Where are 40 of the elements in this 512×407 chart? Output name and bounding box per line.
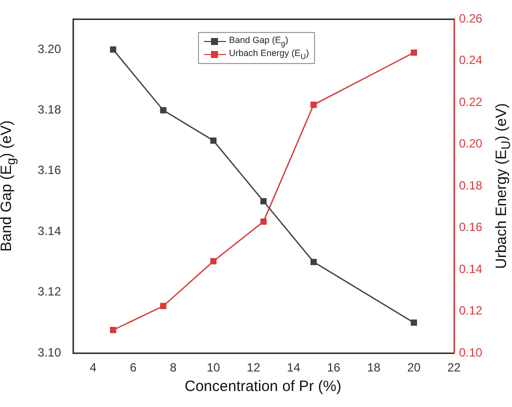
legend-label: Band Gap (E$_{g}$) [229,35,288,48]
y2-tick-label: 0.10 [459,345,483,360]
x-tick-label: 14 [286,360,301,375]
point [260,198,267,204]
point [260,218,267,225]
y2-tick-label: 0.14 [459,262,483,276]
x-tick-label: 8 [170,360,177,375]
point [110,326,116,334]
y2-tick-label: 0.26 [459,12,483,26]
y-tick-label: 3.14 [38,224,62,238]
y-tick-label: 3.18 [38,102,62,117]
y-tick-label: 3.20 [38,42,62,56]
point [210,258,216,264]
x-tick-label: 22 [447,360,461,375]
x-tick-label: 4 [90,360,97,375]
x-tick-label: 10 [206,360,220,375]
point [160,107,166,114]
y2-tick-label: 0.12 [459,304,483,318]
y2-tick-label: 0.24 [459,53,483,68]
y2-tick-label: 0.18 [459,178,483,192]
point [410,320,418,326]
x-tick-label: 20 [407,360,421,375]
point [310,102,317,108]
y-tick-label: 3.16 [38,163,62,178]
point [110,46,116,53]
y-tick-label: 3.12 [38,284,62,299]
point [410,49,418,56]
point [160,302,166,310]
y2-tick-label: 0.20 [459,136,483,151]
point [310,258,317,266]
x-tick-label: 16 [327,360,341,375]
x-tick-label: 6 [130,360,137,375]
legend-label: Urbach Energy (E$_{U}$) [229,48,309,61]
point [210,137,216,144]
x-axis-title: Concentration of Pr (%) [184,378,342,395]
y2-tick-label: 0.22 [459,94,483,109]
y2-tick-label: 0.16 [459,220,483,234]
x-tick-label: 12 [246,360,260,375]
y-tick-label: 3.10 [38,345,62,360]
x-tick-label: 18 [367,360,381,375]
